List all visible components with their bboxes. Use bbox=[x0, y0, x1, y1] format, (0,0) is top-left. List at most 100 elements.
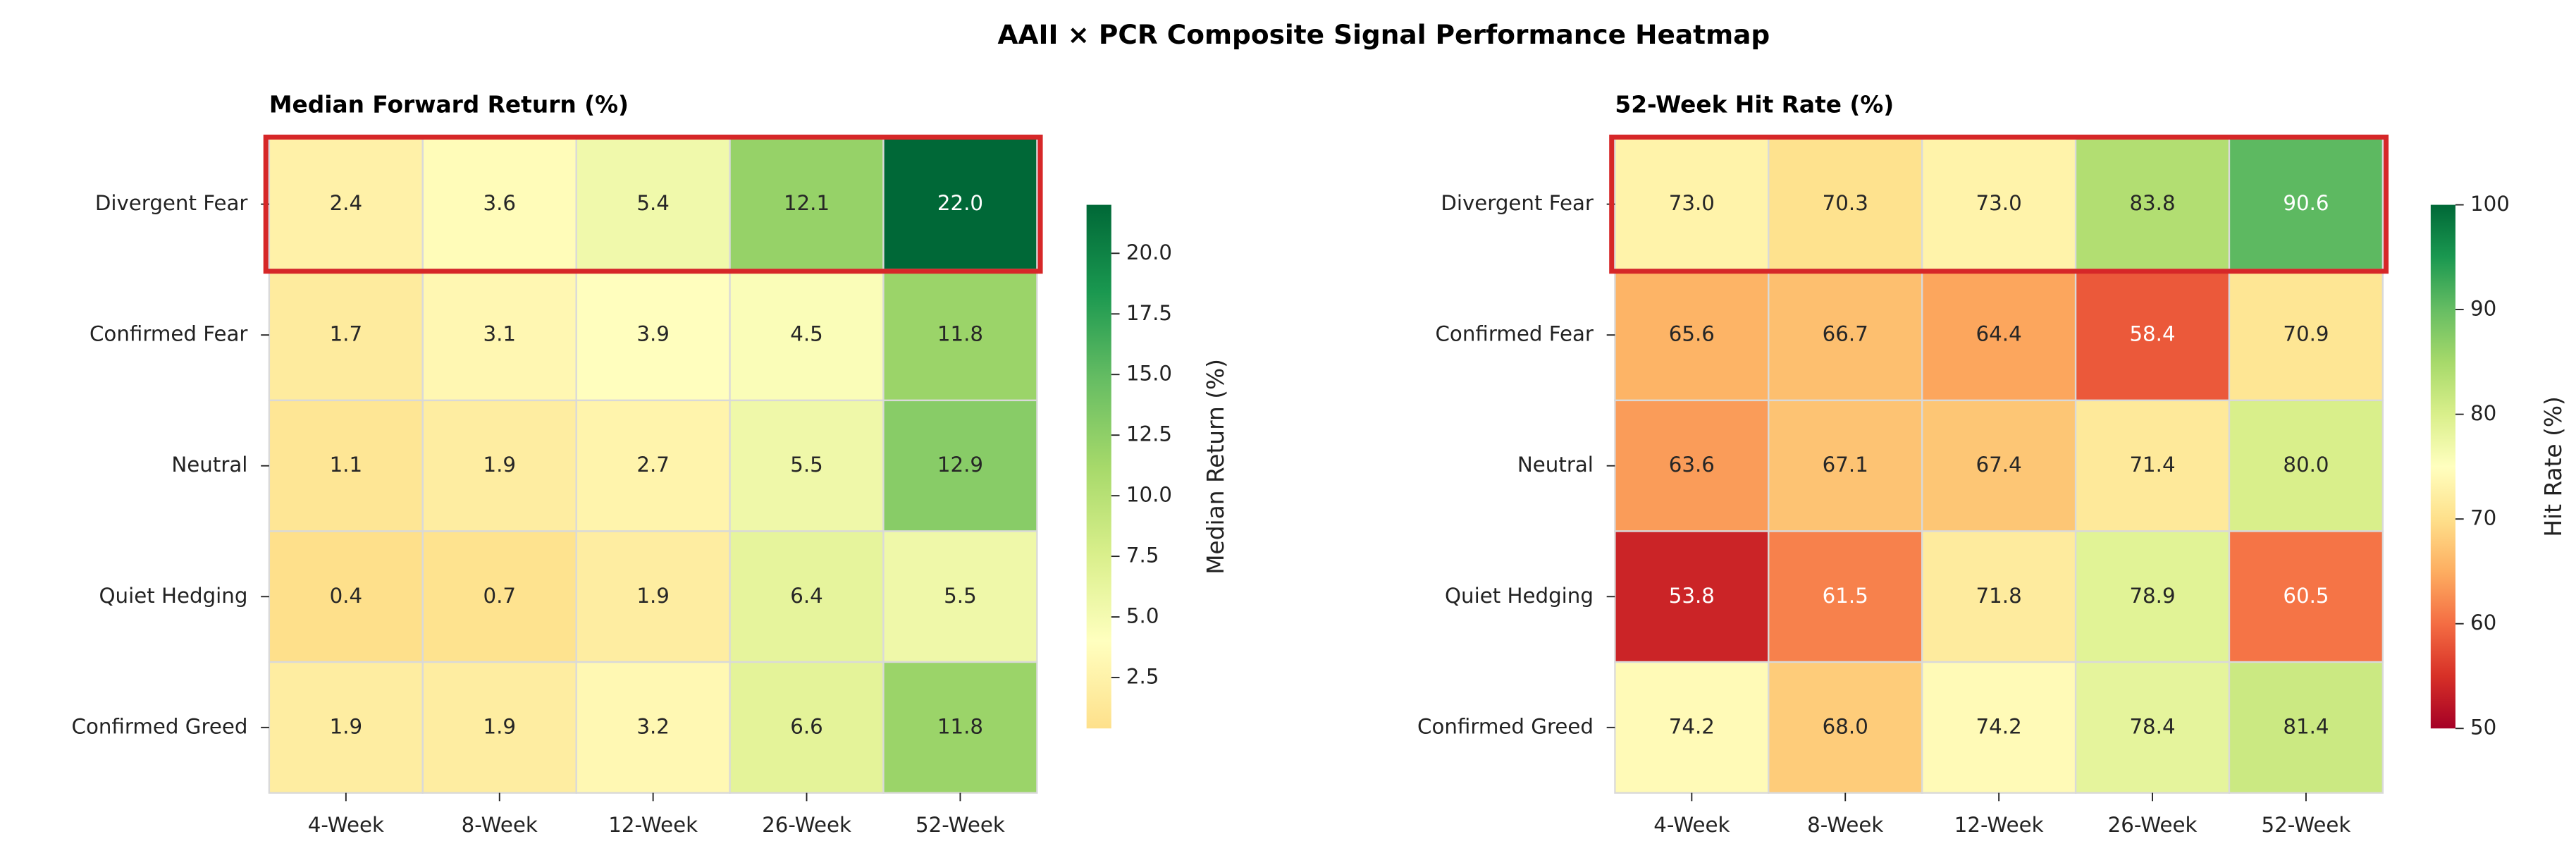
cell-label: 53.8 bbox=[1669, 584, 1715, 608]
cell-label: 1.9 bbox=[483, 714, 516, 738]
heatmap-cell bbox=[2074, 530, 2231, 663]
heatmap-cell bbox=[268, 269, 424, 402]
cell-label: 67.4 bbox=[1976, 453, 2022, 477]
cell-label: 5.5 bbox=[944, 584, 977, 608]
cell-label: 12.9 bbox=[937, 453, 983, 477]
colorbar-tick-label: 70 bbox=[2470, 506, 2496, 530]
cell-label: 66.7 bbox=[1823, 322, 1868, 346]
cell-label: 73.0 bbox=[1669, 191, 1715, 215]
heatmap-cell bbox=[882, 269, 1038, 402]
cell-label: 1.9 bbox=[636, 584, 670, 608]
y-tick-label: Neutral bbox=[171, 453, 247, 477]
cell-label: 2.7 bbox=[636, 453, 670, 477]
cell-label: 68.0 bbox=[1823, 714, 1868, 738]
heatmap-cell bbox=[421, 137, 577, 271]
cell-label: 3.1 bbox=[483, 322, 516, 346]
cell-label: 0.7 bbox=[483, 584, 516, 608]
cell-label: 3.6 bbox=[483, 191, 516, 215]
cell-label: 12.1 bbox=[784, 191, 830, 215]
cell-label: 6.6 bbox=[790, 714, 823, 738]
x-tick-label: 8-Week bbox=[1807, 813, 1883, 837]
cell-label: 78.9 bbox=[2129, 584, 2175, 608]
heatmap-cell bbox=[1614, 661, 1770, 794]
heatmap-cell bbox=[882, 137, 1038, 271]
heatmap-cell bbox=[575, 661, 731, 794]
cell-label: 63.6 bbox=[1669, 453, 1715, 477]
heatmap-cell bbox=[1614, 269, 1770, 402]
cell-label: 61.5 bbox=[1823, 584, 1868, 608]
cell-label: 22.0 bbox=[937, 191, 983, 215]
highlight-box bbox=[1609, 134, 2389, 274]
cell-label: 0.4 bbox=[330, 584, 363, 608]
cell-label: 67.1 bbox=[1823, 453, 1868, 477]
colorbar-tick-label: 15.0 bbox=[1126, 362, 1172, 386]
figure-title: AAII × PCR Composite Signal Performance … bbox=[998, 19, 1770, 50]
cell-label: 4.5 bbox=[790, 322, 823, 346]
highlight-box bbox=[263, 134, 1043, 274]
colorbar-tick-label: 2.5 bbox=[1126, 665, 1159, 689]
colorbar-tick-label: 80 bbox=[2470, 401, 2496, 425]
cell-label: 81.4 bbox=[2283, 714, 2329, 738]
subplot-title: 52-Week Hit Rate (%) bbox=[1615, 91, 1894, 118]
colorbar-tick-label: 7.5 bbox=[1126, 544, 1159, 568]
cell-label: 60.5 bbox=[2283, 584, 2329, 608]
x-tick-label: 4-Week bbox=[1653, 813, 1730, 837]
cell-label: 73.0 bbox=[1976, 191, 2022, 215]
y-tick-label: Confirmed Fear bbox=[1436, 322, 1594, 346]
cell-label: 11.8 bbox=[937, 322, 983, 346]
cell-label: 64.4 bbox=[1976, 322, 2022, 346]
heatmap-cell bbox=[729, 530, 885, 663]
cell-label: 5.5 bbox=[790, 453, 823, 477]
x-tick-label: 52-Week bbox=[2262, 813, 2351, 837]
cell-label: 65.6 bbox=[1669, 322, 1715, 346]
heatmap-cell bbox=[575, 530, 731, 663]
colorbar-label: Median Return (%) bbox=[1202, 359, 1229, 575]
cell-label: 70.3 bbox=[1823, 191, 1868, 215]
colorbar bbox=[1086, 204, 1111, 729]
y-tick-label: Confirmed Greed bbox=[72, 714, 248, 738]
heatmap-cell bbox=[1768, 530, 1923, 663]
cell-label: 2.4 bbox=[330, 191, 363, 215]
heatmap-cell bbox=[2074, 137, 2231, 271]
cell-label: 1.7 bbox=[330, 322, 363, 346]
cell-label: 71.8 bbox=[1976, 584, 2022, 608]
heatmap-cell bbox=[1768, 661, 1923, 794]
colorbar-tick-label: 12.5 bbox=[1126, 422, 1172, 446]
heatmap-cell bbox=[882, 530, 1038, 663]
cell-label: 74.2 bbox=[1976, 714, 2022, 738]
heatmap-cell bbox=[575, 269, 731, 402]
y-tick-label: Confirmed Greed bbox=[1417, 714, 1594, 738]
heatmap-cell bbox=[882, 661, 1038, 794]
heatmap-cell bbox=[268, 661, 424, 794]
cell-label: 58.4 bbox=[2129, 322, 2175, 346]
cell-label: 1.9 bbox=[330, 714, 363, 738]
y-tick-label: Neutral bbox=[1517, 453, 1594, 477]
heatmap-cell bbox=[1768, 399, 1923, 532]
heatmap-cell bbox=[2228, 137, 2384, 271]
cell-label: 83.8 bbox=[2129, 191, 2175, 215]
x-tick-label: 52-Week bbox=[916, 813, 1005, 837]
heatmap-cell bbox=[1921, 399, 2077, 532]
cell-label: 3.9 bbox=[636, 322, 670, 346]
colorbar-tick-label: 60 bbox=[2470, 611, 2496, 635]
cell-label: 90.6 bbox=[2283, 191, 2329, 215]
cell-label: 6.4 bbox=[790, 584, 823, 608]
cell-label: 3.2 bbox=[636, 714, 670, 738]
cell-label: 1.1 bbox=[330, 453, 363, 477]
colorbar-label: Hit Rate (%) bbox=[2540, 396, 2567, 537]
x-tick-label: 12-Week bbox=[608, 813, 698, 837]
x-tick-label: 26-Week bbox=[762, 813, 851, 837]
cell-label: 71.4 bbox=[2129, 453, 2175, 477]
heatmap-cell bbox=[575, 399, 731, 532]
colorbar bbox=[2430, 204, 2455, 729]
heatmap-cell bbox=[421, 661, 577, 794]
heatmap-cell bbox=[2228, 399, 2384, 532]
cell-label: 5.4 bbox=[636, 191, 670, 215]
heatmap-cell bbox=[2074, 269, 2231, 402]
x-tick-label: 26-Week bbox=[2108, 813, 2198, 837]
heatmap-cell bbox=[421, 399, 577, 532]
heatmap-cell bbox=[2074, 661, 2231, 794]
colorbar-tick-label: 10.0 bbox=[1126, 483, 1172, 507]
colorbar-tick-label: 5.0 bbox=[1126, 604, 1159, 628]
